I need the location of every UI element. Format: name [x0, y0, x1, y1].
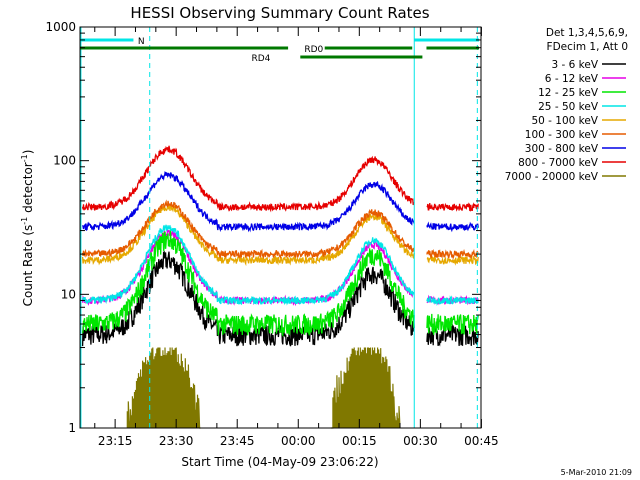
overlay-layer: N RD0 RD4	[80, 27, 479, 428]
x-tick-label: 00:15	[342, 434, 377, 448]
series-line-9	[126, 347, 401, 429]
y-axis-label: Count Rate (s-1 detector-1)	[20, 150, 35, 307]
y-axis: 1 10 100 1000	[45, 20, 481, 435]
series-line-3	[81, 230, 479, 338]
legend-label: 300 - 800 keV	[525, 143, 599, 155]
legend-label: 6 - 12 keV	[545, 73, 599, 85]
x-axis: 23:15 23:30 23:45 00:00 00:15 00:30 00:45	[94, 27, 499, 448]
night-label: N	[138, 37, 145, 47]
rd0-label: RD0	[304, 45, 323, 55]
series-line-7	[81, 171, 479, 233]
legend-label: 25 - 50 keV	[538, 101, 599, 113]
series-line-8	[81, 145, 479, 213]
series-line-6	[81, 199, 479, 261]
curve-layer	[81, 145, 479, 429]
series-line-5	[81, 203, 479, 267]
y-tick-label: 1000	[45, 20, 76, 34]
footer-date: 5-Mar-2010 21:09	[561, 468, 632, 477]
legend-label: 50 - 100 keV	[531, 115, 598, 127]
y-tick-label: 100	[53, 154, 76, 168]
x-tick-label: 23:30	[159, 434, 194, 448]
x-tick-label: 23:15	[98, 434, 133, 448]
x-tick-label: 23:45	[220, 434, 255, 448]
legend-label: 100 - 300 keV	[525, 129, 599, 141]
x-tick-label: 00:45	[464, 434, 499, 448]
x-axis-label: Start Time (04-May-09 23:06:22)	[181, 455, 378, 469]
x-tick-label: 00:00	[281, 434, 316, 448]
legend-label: 800 - 7000 keV	[518, 157, 599, 169]
legend: Det 1,3,4,5,6,9, FDecim 1, Att 0 3 - 6 k…	[505, 27, 628, 183]
rd4-label: RD4	[251, 54, 270, 64]
y-tick-label: 1	[68, 421, 76, 435]
x-tick-label: 00:30	[403, 434, 438, 448]
plot-frame	[79, 26, 482, 429]
legend-header-line1: Det 1,3,4,5,6,9,	[546, 27, 628, 39]
legend-label: 3 - 6 keV	[551, 59, 598, 71]
legend-label: 12 - 25 keV	[538, 87, 599, 99]
chart-title: HESSI Observing Summary Count Rates	[130, 4, 429, 22]
legend-label: 7000 - 20000 keV	[505, 171, 599, 183]
y-tick-label: 10	[61, 287, 76, 301]
legend-header-line2: FDecim 1, Att 0	[547, 41, 628, 53]
series-line-4	[81, 224, 479, 307]
